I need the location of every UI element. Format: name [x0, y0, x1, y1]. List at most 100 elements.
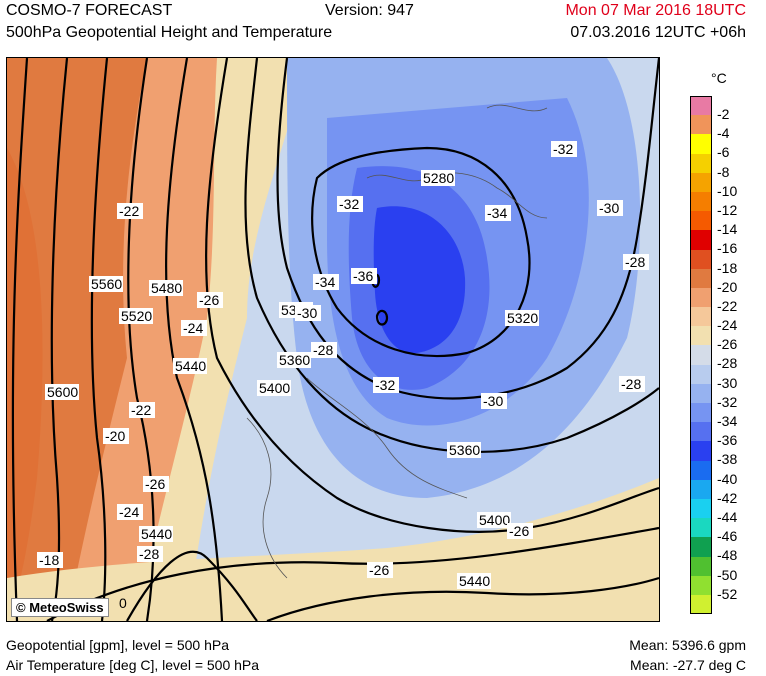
- legend-row: -4: [690, 115, 760, 141]
- legend-label: -52: [717, 585, 738, 602]
- legend-row: -22: [690, 287, 760, 314]
- legend-swatch: [690, 537, 712, 557]
- temp-label: -24: [119, 504, 139, 520]
- legend-row: -16: [690, 230, 760, 256]
- legend-swatch: [690, 518, 712, 538]
- legend-swatch: [690, 115, 712, 135]
- legend-label: -34: [717, 413, 738, 429]
- legend-row: -2: [690, 96, 760, 122]
- legend-swatch: [690, 364, 712, 384]
- legend-label: -10: [717, 182, 738, 199]
- legend-swatch: [690, 345, 712, 365]
- legend-swatch: [690, 575, 712, 595]
- temp-label: -26: [145, 476, 165, 492]
- temp-label: -30: [599, 200, 619, 216]
- legend-label: -12: [717, 201, 738, 218]
- temp-label: -28: [313, 342, 333, 358]
- legend-row: -52: [690, 575, 760, 602]
- legend-label: -18: [717, 259, 738, 276]
- legend-swatch: [690, 268, 712, 288]
- legend-label: -16: [717, 240, 738, 257]
- legend-label: -36: [717, 432, 738, 449]
- temp-label: -32: [339, 196, 359, 212]
- legend-swatch: [690, 594, 712, 615]
- map-canvas: 5600 5560 5520 5480 5440 5440 5400 5360 …: [7, 58, 659, 621]
- temp-label: -24: [183, 320, 203, 336]
- height-label: 5440: [459, 573, 490, 589]
- legend-label: -40: [717, 470, 738, 487]
- legend-row: [690, 594, 760, 615]
- legend-swatch: [690, 307, 712, 327]
- temp-label: -28: [625, 254, 645, 270]
- height-label: 5280: [423, 170, 454, 186]
- footer-mean-height: Mean: 5396.6 gpm: [629, 637, 746, 653]
- temp-label: -26: [509, 523, 529, 539]
- legend-label: -26: [717, 336, 738, 353]
- height-label: 5360: [449, 442, 480, 458]
- legend-row: -26: [690, 326, 760, 352]
- legend-row: -44: [690, 498, 760, 525]
- legend-swatch: [690, 191, 712, 212]
- temp-label: -34: [315, 274, 335, 290]
- legend-row: -34: [690, 403, 760, 429]
- temp-label: -32: [553, 141, 573, 157]
- legend-swatch: [690, 441, 712, 461]
- legend-swatch: [690, 249, 712, 269]
- mild-band-west: [137, 58, 307, 621]
- version-label: Version: 947: [325, 2, 414, 19]
- temp-label: -30: [297, 305, 317, 321]
- run-time: 07.03.2016 12UTC +06h: [570, 24, 746, 41]
- temp-label: -26: [199, 292, 219, 308]
- legend-label: -22: [717, 297, 738, 314]
- legend-row: -46: [690, 518, 760, 544]
- legend-label: -2: [717, 106, 730, 122]
- temp-label: -20: [105, 428, 125, 444]
- chart-subtitle: 500hPa Geopotential Height and Temperatu…: [6, 24, 333, 41]
- legend-swatch: [690, 498, 712, 519]
- forecast-map[interactable]: 5600 5560 5520 5480 5440 5440 5400 5360 …: [6, 57, 660, 622]
- legend-swatch: [690, 422, 712, 442]
- legend-swatch: [690, 479, 712, 499]
- height-label: 5400: [259, 380, 290, 396]
- legend-row: -12: [690, 191, 760, 218]
- temp-labels: -22 -26 -24 -22 -20 -26 -24 -28 -18 -32 …: [37, 141, 649, 611]
- legend-row: -42: [690, 479, 760, 506]
- height-label: 5360: [279, 352, 310, 368]
- legend-row: -28: [690, 345, 760, 371]
- legend-label: -30: [717, 374, 738, 391]
- legend-swatch: [690, 96, 712, 116]
- legend-swatch: [690, 211, 712, 231]
- temp-label: -28: [139, 546, 159, 562]
- legend-label: -28: [717, 355, 738, 372]
- legend-swatch: [690, 134, 712, 154]
- valid-time: Mon 07 Mar 2016 18UTC: [565, 2, 746, 19]
- height-label: 5560: [91, 276, 122, 292]
- legend-swatch: [690, 403, 712, 423]
- legend-row: -36: [690, 422, 760, 448]
- legend-label: -50: [717, 566, 738, 583]
- temp-label: -28: [621, 376, 641, 392]
- legend-row: -20: [690, 268, 760, 295]
- legend-row: -14: [690, 211, 760, 237]
- coldest-core: [373, 206, 466, 354]
- legend-label: -32: [717, 393, 738, 410]
- temp-label: -34: [487, 205, 507, 221]
- temp-label: -18: [39, 552, 59, 568]
- height-label: 5440: [175, 358, 206, 374]
- legend-label: -46: [717, 528, 738, 545]
- legend-swatch: [690, 556, 712, 576]
- height-labels: 5600 5560 5520 5480 5440 5440 5400 5360 …: [45, 170, 539, 589]
- height-label: 5600: [47, 384, 78, 400]
- legend-label: -44: [717, 508, 738, 525]
- temp-label: -22: [119, 203, 139, 219]
- legend-row: -8: [690, 153, 760, 180]
- height-label: 5400: [479, 512, 510, 528]
- height-label: 5320: [507, 310, 538, 326]
- legend-label: -8: [717, 163, 730, 180]
- legend-row: -32: [690, 383, 760, 410]
- legend-row: -10: [690, 172, 760, 199]
- legend-row: -6: [690, 134, 760, 160]
- temp-label: -30: [483, 393, 503, 409]
- height-label: 5480: [151, 280, 182, 296]
- temp-label: -26: [369, 562, 389, 578]
